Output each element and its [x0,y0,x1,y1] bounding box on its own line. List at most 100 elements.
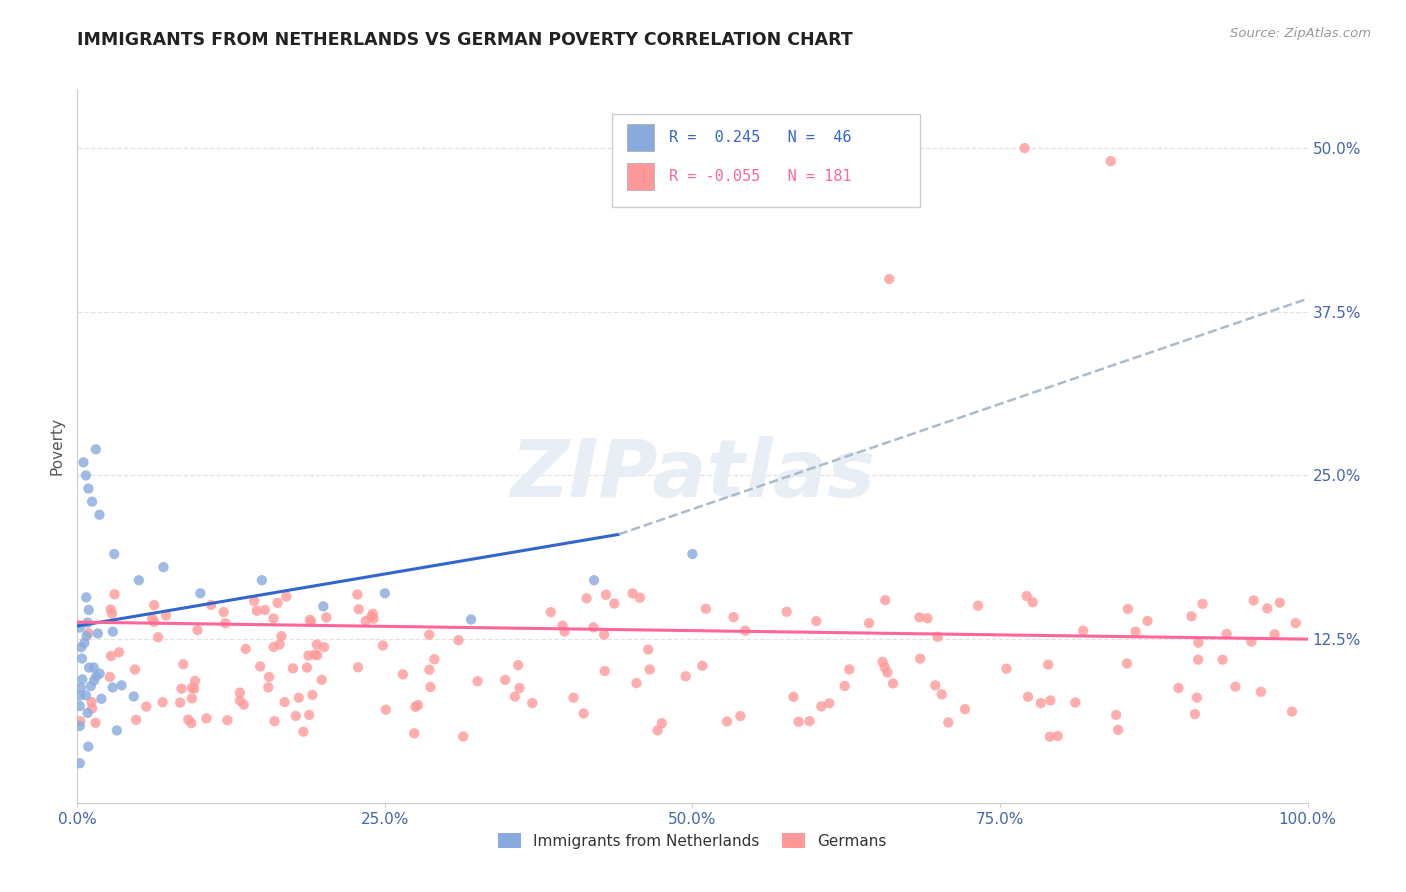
Point [188,586,212,600]
Point [301,688,323,702]
Point [172,657,194,672]
Point [214,616,236,631]
FancyBboxPatch shape [627,124,654,152]
Point [69,714,91,728]
Point [451,730,474,744]
Point [135,699,157,714]
Text: Source: ZipAtlas.com: Source: ZipAtlas.com [1230,27,1371,40]
Point [1250,685,1272,699]
Point [730,709,752,723]
Point [583,573,606,587]
Point [77,482,100,496]
Point [105,723,128,738]
Text: ZIPatlas: ZIPatlas [510,435,875,514]
Point [838,662,860,676]
Point [675,669,697,683]
Point [806,614,828,628]
Point [128,573,150,587]
Point [122,690,145,704]
Point [89,666,111,681]
Point [70,681,93,695]
Point [212,605,235,619]
Point [98,670,121,684]
Point [143,598,166,612]
Point [494,673,516,687]
Point [84,715,107,730]
Point [186,623,208,637]
Point [1071,624,1094,638]
Point [1014,141,1036,155]
Point [460,612,482,626]
Point [1285,616,1308,631]
Point [305,638,328,652]
Point [146,630,169,644]
Point [1125,624,1147,639]
Point [243,594,266,608]
Point [1225,680,1247,694]
Point [89,508,111,522]
Point [637,642,659,657]
Point [995,662,1018,676]
Point [103,547,125,561]
Point [170,681,193,696]
Point [447,633,470,648]
Point [553,624,575,639]
Point [229,685,252,699]
Point [183,681,205,696]
Y-axis label: Poverty: Poverty [49,417,65,475]
Point [1187,635,1209,649]
Point [298,613,321,627]
Point [299,615,322,629]
Point [292,724,315,739]
Point [572,706,595,721]
Point [155,608,177,623]
Point [284,709,307,723]
Point [177,713,200,727]
Point [603,597,626,611]
Point [1281,705,1303,719]
Point [638,663,661,677]
Point [143,615,166,629]
Point [1017,690,1039,704]
Point [967,599,990,613]
Point [70,640,93,655]
Point [405,699,427,714]
Point [82,701,104,715]
Point [76,615,98,630]
Point [346,587,368,601]
Point [467,674,489,689]
Point [312,599,335,614]
Point [799,714,821,728]
Point [69,756,91,771]
Point [818,697,841,711]
Point [1015,589,1038,603]
Point [83,660,105,674]
Point [77,661,100,675]
Point [692,658,714,673]
Point [103,587,125,601]
Point [734,624,756,638]
Point [651,716,673,731]
Point [858,616,880,631]
Point [595,588,617,602]
Point [229,693,252,707]
Point [360,609,382,624]
Point [84,669,107,683]
Point [1268,596,1291,610]
Point [1185,690,1208,705]
Point [374,586,396,600]
Point [253,603,276,617]
Point [1184,707,1206,722]
Point [1021,595,1043,609]
Point [304,648,326,662]
Point [723,610,745,624]
Point [1107,723,1129,737]
Point [1099,154,1122,169]
Point [1212,653,1234,667]
Point [297,648,319,663]
Point [908,651,931,665]
Point [1215,627,1237,641]
Point [621,586,644,600]
Point [232,698,254,712]
Point [69,621,91,635]
